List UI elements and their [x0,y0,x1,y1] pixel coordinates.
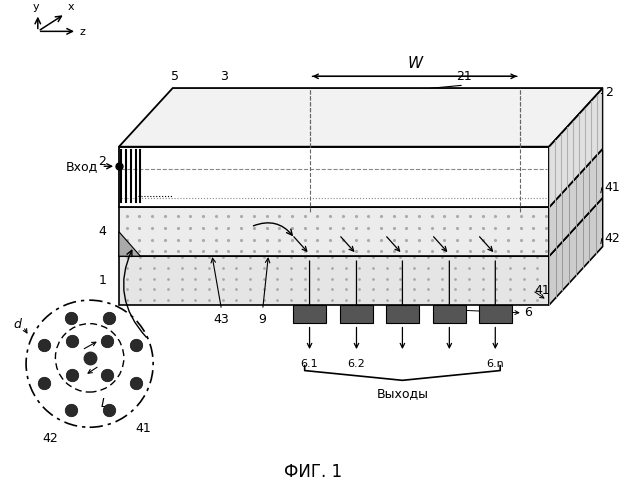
Text: d: d [13,318,21,331]
Polygon shape [549,148,603,256]
Bar [479,305,512,322]
Polygon shape [119,88,603,146]
Polygon shape [549,88,603,208]
Text: 6: 6 [525,306,533,320]
Text: $t_1$: $t_1$ [381,102,392,117]
Text: 1: 1 [98,274,106,287]
Text: ФИГ. 1: ФИГ. 1 [284,463,343,481]
Polygon shape [119,232,140,256]
Text: 3: 3 [220,70,228,83]
Text: $t_2$: $t_2$ [581,113,592,128]
Text: 6.n: 6.n [486,359,504,369]
Text: Выходы: Выходы [376,387,428,400]
Text: 6.1: 6.1 [301,359,318,369]
Text: 41: 41 [604,182,621,194]
Text: x: x [68,2,75,12]
Bar [433,305,466,322]
Text: 41: 41 [535,284,550,297]
Text: 5: 5 [170,70,179,83]
Text: 42: 42 [43,432,58,445]
Bar [293,305,326,322]
Text: 42: 42 [604,232,621,245]
Text: L: L [101,397,108,410]
Text: y: y [33,2,39,12]
Polygon shape [119,146,549,208]
Text: W: W [407,56,422,72]
Text: 2: 2 [98,155,106,168]
Text: 2: 2 [604,86,613,100]
Text: z: z [80,28,86,38]
Polygon shape [549,198,603,305]
Text: 43: 43 [214,313,230,326]
Polygon shape [119,198,603,256]
Text: 6.2: 6.2 [348,359,365,369]
Text: Вход: Вход [66,160,98,173]
Bar [386,305,419,322]
Bar [340,305,373,322]
Text: 41: 41 [135,422,151,436]
Text: 21: 21 [456,70,472,83]
Polygon shape [119,256,549,305]
Text: 9: 9 [259,313,267,326]
Text: 4: 4 [98,225,106,238]
Polygon shape [119,208,549,256]
